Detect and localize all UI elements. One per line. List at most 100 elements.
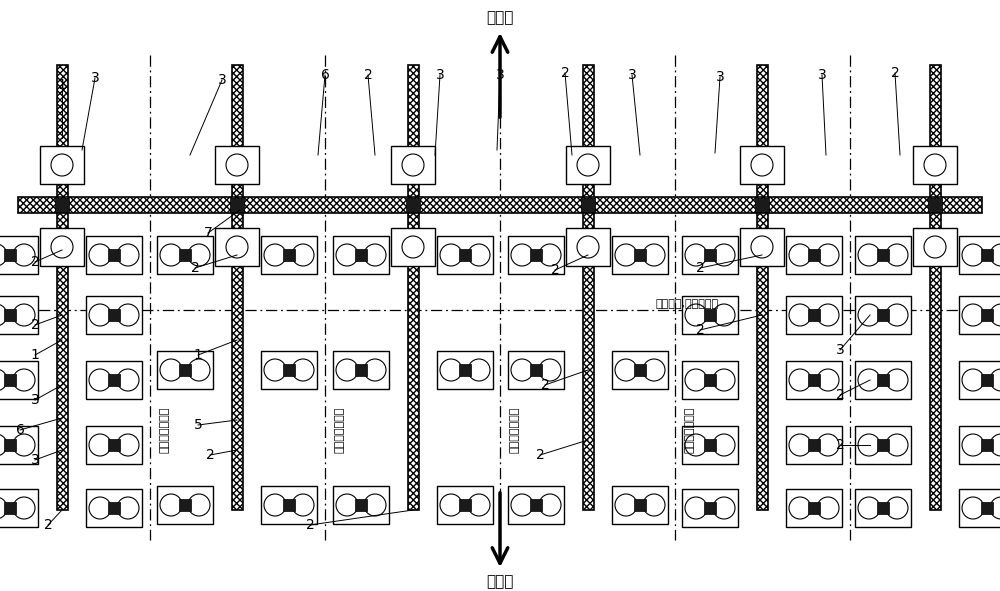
Circle shape [858, 244, 880, 266]
Bar [283, 499, 295, 511]
Text: 高压侧: 高压侧 [486, 574, 514, 589]
Bar [179, 499, 191, 511]
Bar [459, 499, 471, 511]
Bar [959, 489, 1000, 527]
Circle shape [886, 369, 908, 391]
Circle shape [264, 244, 286, 266]
Text: 3: 3 [91, 71, 99, 85]
Circle shape [962, 434, 984, 456]
Text: 2: 2 [306, 518, 314, 532]
Circle shape [577, 154, 599, 176]
Text: 主变基础中心线: 主变基础中心线 [510, 407, 520, 453]
Circle shape [188, 244, 210, 266]
Text: 2: 2 [541, 378, 549, 392]
Circle shape [511, 494, 533, 516]
Circle shape [615, 359, 637, 381]
Circle shape [336, 244, 358, 266]
Bar [4, 309, 16, 321]
Circle shape [468, 494, 490, 516]
Bar [786, 426, 842, 464]
Bar [877, 374, 889, 386]
Bar [855, 361, 911, 399]
Bar [704, 374, 716, 386]
Bar [634, 249, 646, 261]
Text: 5: 5 [194, 418, 202, 432]
Text: 3: 3 [496, 68, 504, 82]
Bar [406, 198, 420, 212]
Bar [40, 228, 84, 266]
Circle shape [962, 244, 984, 266]
Bar [530, 249, 542, 261]
Text: 6: 6 [321, 68, 329, 82]
Circle shape [160, 494, 182, 516]
Bar [437, 236, 493, 274]
Circle shape [713, 304, 735, 326]
Bar [682, 489, 738, 527]
Circle shape [188, 359, 210, 381]
Text: 2: 2 [561, 66, 569, 80]
Bar [582, 65, 594, 510]
Bar [959, 296, 1000, 334]
Bar [913, 228, 957, 266]
Circle shape [89, 304, 111, 326]
Bar [682, 361, 738, 399]
Circle shape [577, 236, 599, 258]
Bar [566, 228, 610, 266]
Circle shape [962, 497, 984, 519]
Bar [40, 146, 84, 184]
Bar [808, 502, 820, 514]
Bar [855, 296, 911, 334]
Bar [508, 351, 564, 389]
Circle shape [713, 244, 735, 266]
Circle shape [962, 369, 984, 391]
Bar [157, 351, 213, 389]
Circle shape [539, 244, 561, 266]
Bar [355, 499, 367, 511]
Circle shape [990, 434, 1000, 456]
Text: 6: 6 [16, 423, 24, 437]
Circle shape [117, 497, 139, 519]
Circle shape [13, 244, 35, 266]
Bar [215, 146, 259, 184]
Bar [757, 65, 768, 510]
Bar [682, 236, 738, 274]
Bar [4, 374, 16, 386]
Circle shape [440, 359, 462, 381]
Bar [682, 296, 738, 334]
Text: 2: 2 [191, 261, 199, 275]
Circle shape [0, 304, 7, 326]
Circle shape [468, 244, 490, 266]
Text: 2: 2 [44, 518, 52, 532]
Circle shape [685, 497, 707, 519]
Text: 1: 1 [194, 348, 202, 362]
Text: 主变基础中心线: 主变基础中心线 [160, 407, 170, 453]
Circle shape [364, 494, 386, 516]
Bar [18, 197, 982, 213]
Bar [877, 249, 889, 261]
Circle shape [817, 369, 839, 391]
Circle shape [789, 244, 811, 266]
Bar [56, 65, 68, 510]
Circle shape [713, 497, 735, 519]
Bar [391, 146, 435, 184]
Bar [232, 65, 242, 510]
Circle shape [858, 369, 880, 391]
Bar [355, 364, 367, 376]
Bar [4, 439, 16, 451]
Bar [0, 296, 38, 334]
Bar [740, 146, 784, 184]
Text: 3: 3 [628, 68, 636, 82]
Bar [333, 351, 389, 389]
Bar [704, 309, 716, 321]
Text: 3: 3 [218, 73, 226, 87]
Bar [808, 374, 820, 386]
Bar [459, 364, 471, 376]
Bar [437, 486, 493, 524]
Text: 2: 2 [891, 66, 899, 80]
Circle shape [89, 497, 111, 519]
Circle shape [226, 154, 248, 176]
Bar [755, 198, 769, 212]
Circle shape [0, 497, 7, 519]
Bar [959, 426, 1000, 464]
Text: 主变基础中心线: 主变基础中心线 [335, 407, 345, 453]
